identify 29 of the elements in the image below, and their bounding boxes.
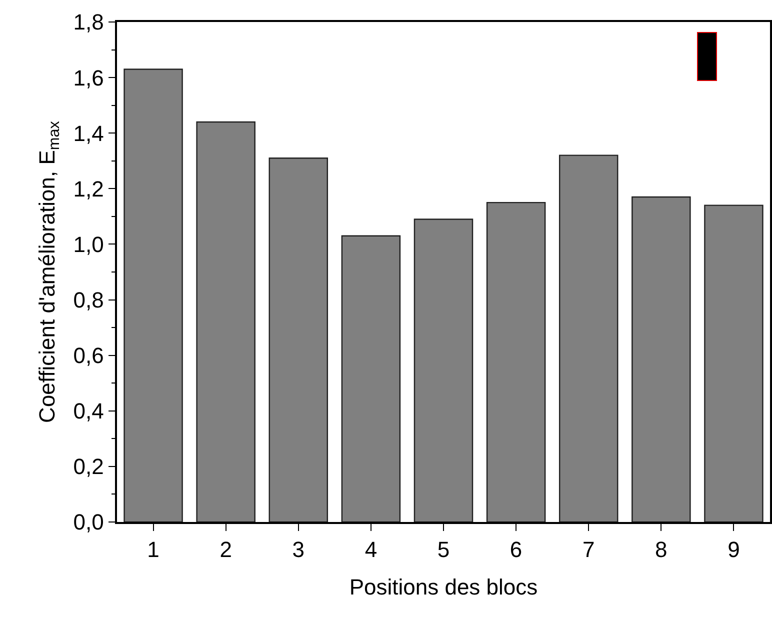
y-tick-label: 1,8 [73,10,104,35]
bar [558,154,618,522]
bar [341,235,401,522]
x-tick-label: 4 [364,537,378,562]
x-tick-label: 6 [510,537,522,562]
y-tick-label: 0,2 [73,454,104,480]
x-tick-label: 8 [655,537,668,562]
bar [196,121,256,522]
bar [486,202,546,522]
x-tick-label: 2 [220,537,232,562]
x-tick-label: 7 [582,537,595,562]
x-tick-label: 9 [728,537,740,562]
bar [632,196,691,522]
x-tick-label: 3 [292,537,305,562]
y-tick-label: 1,4 [73,120,104,146]
x-tick-label: 1 [147,537,160,562]
bar [414,218,474,522]
x-tick-label: 5 [437,537,450,562]
y-tick-label: 0,0 [73,510,104,535]
y-tick-label: 1,2 [73,176,104,202]
bar [704,204,764,522]
y-tick-label: 0,6 [73,343,104,368]
y-tick-label: 0,4 [73,398,104,424]
y-tick-label: 1,0 [73,232,104,257]
y-tick-label: 1,6 [73,65,104,90]
bar [268,158,328,522]
y-tick-label: 0,8 [73,287,104,312]
bar [124,68,183,522]
x-axis-title: Positions des blocs [349,574,538,600]
